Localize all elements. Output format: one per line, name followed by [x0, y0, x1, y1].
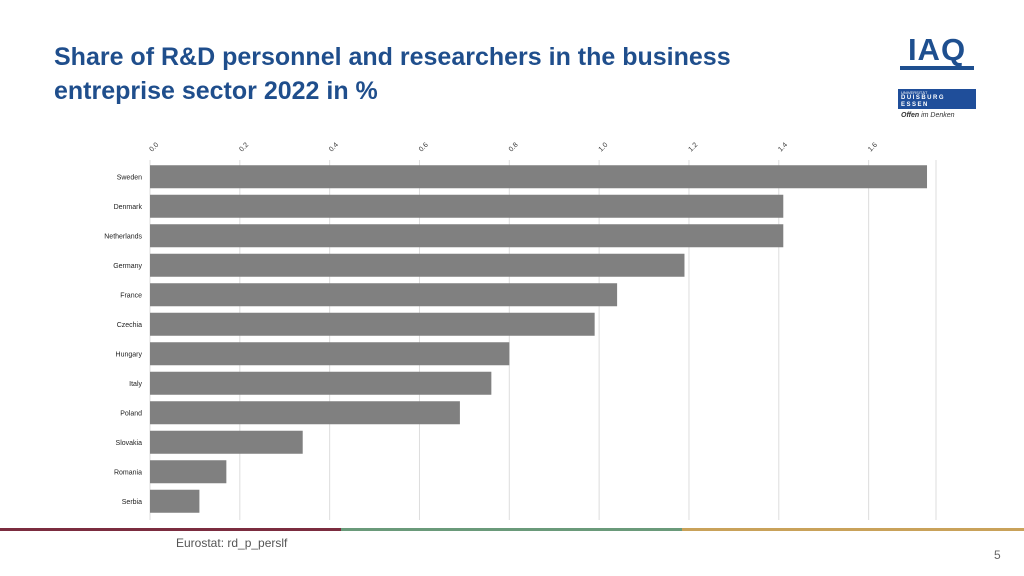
category-label: Poland [120, 410, 142, 417]
bar [150, 283, 618, 307]
chart-category-labels: Sweden Denmark Netherlands Germany France Cze… [104, 174, 142, 506]
category-label: Czechia [117, 322, 142, 329]
bar [150, 371, 492, 395]
iaq-logo-text: IAQ [907, 32, 967, 67]
x-tick-label: 0.6 [418, 142, 430, 154]
bar [150, 194, 784, 218]
chart-x-tick-labels: 0.0 0.2 0.4 0.6 0.8 1.0 1.2 1.4 1.6 [148, 142, 879, 154]
bar [150, 342, 510, 366]
bar [150, 430, 303, 454]
category-label: Netherlands [104, 233, 142, 240]
category-label: France [120, 292, 142, 299]
bar [150, 165, 928, 189]
bar [150, 312, 595, 336]
x-tick-label: 1.2 [687, 142, 699, 154]
category-label: Italy [129, 381, 142, 388]
iaq-logo: IAQ [900, 34, 974, 70]
category-label: Germany [113, 263, 142, 270]
x-tick-label: 1.6 [867, 142, 879, 154]
category-label: Serbia [122, 499, 142, 506]
bar [150, 460, 227, 484]
x-tick-label: 1.4 [777, 142, 789, 154]
bar [150, 489, 200, 513]
ude-logo: UNIVERSITÄT DUISBURG ESSEN [898, 89, 976, 109]
category-label: Denmark [114, 204, 143, 211]
chart-bars [150, 165, 928, 513]
x-tick-label: 0.4 [328, 142, 340, 154]
page-number: 5 [994, 548, 1001, 562]
x-tick-label: 0.2 [238, 142, 250, 154]
x-tick-label: 0.0 [148, 142, 160, 154]
source-note: Eurostat: rd_p_perslf [176, 536, 288, 550]
footer-line-segment-2 [341, 528, 682, 531]
x-tick-label: 0.8 [508, 142, 520, 154]
footer-line-segment-1 [0, 528, 341, 531]
chart-gridlines [149, 160, 937, 520]
bar [150, 224, 784, 248]
bar [150, 253, 685, 277]
bar [150, 401, 460, 425]
category-label: Romania [114, 469, 142, 476]
slide-title: Share of R&D personnel and researchers i… [54, 43, 731, 105]
x-tick-label: 1.0 [598, 142, 610, 154]
ude-logo-small: UNIVERSITÄT [901, 90, 928, 95]
ude-motto-rest: im Denken [919, 112, 955, 119]
ude-logo-name-2: ESSEN [901, 102, 929, 108]
footer-line-segment-3 [682, 528, 1024, 531]
category-label: Sweden [117, 174, 142, 181]
category-label: Slovakia [116, 440, 143, 447]
ude-logo-name-1: DUISBURG [901, 95, 946, 101]
ude-motto-bold: Offen [901, 112, 920, 119]
category-label: Hungary [116, 351, 143, 358]
ude-motto: Offen im Denken [901, 112, 955, 119]
iaq-logo-underline [900, 66, 974, 70]
